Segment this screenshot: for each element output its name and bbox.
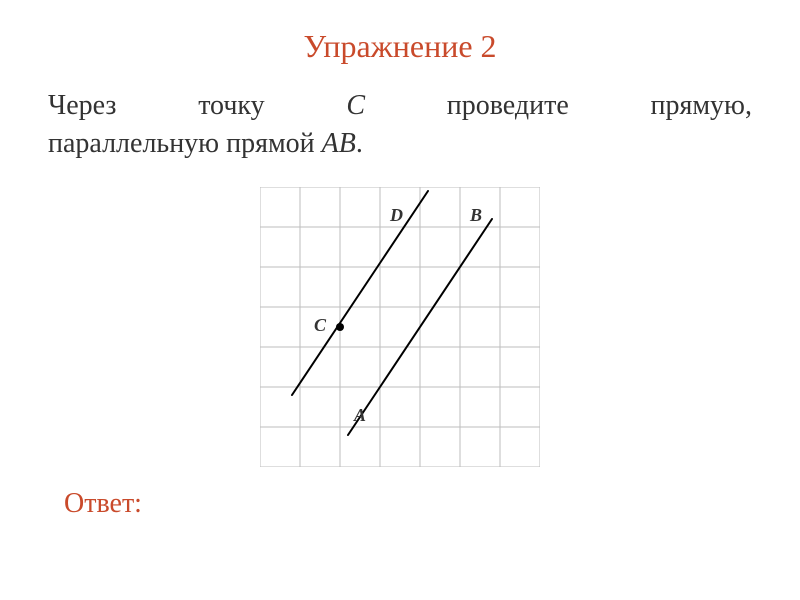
w1: Через: [48, 87, 116, 125]
diagram-container: D B C A: [48, 187, 752, 467]
answer-label: Ответ:: [64, 488, 142, 520]
task-line-1: Через точку C проведите прямую,: [48, 87, 752, 125]
w5: прямую,: [650, 87, 752, 125]
svg-text:A: A: [353, 405, 366, 425]
w3: C: [346, 87, 365, 125]
w4: проведите: [447, 87, 569, 125]
w2: точку: [198, 87, 264, 125]
task-text: Через точку C проведите прямую, параллел…: [48, 87, 752, 163]
svg-text:D: D: [389, 205, 403, 225]
t2a: параллельную прямой: [48, 128, 322, 159]
svg-text:B: B: [469, 205, 482, 225]
exercise-title: Упражнение 2: [48, 28, 752, 65]
svg-text:C: C: [314, 315, 327, 335]
t2b: AB: [322, 128, 356, 159]
t2c: .: [356, 128, 363, 159]
geometry-diagram: D B C A: [260, 187, 540, 467]
slide: Упражнение 2 Через точку C проведите пря…: [0, 0, 800, 600]
task-line-2: параллельную прямой AB.: [48, 125, 752, 163]
